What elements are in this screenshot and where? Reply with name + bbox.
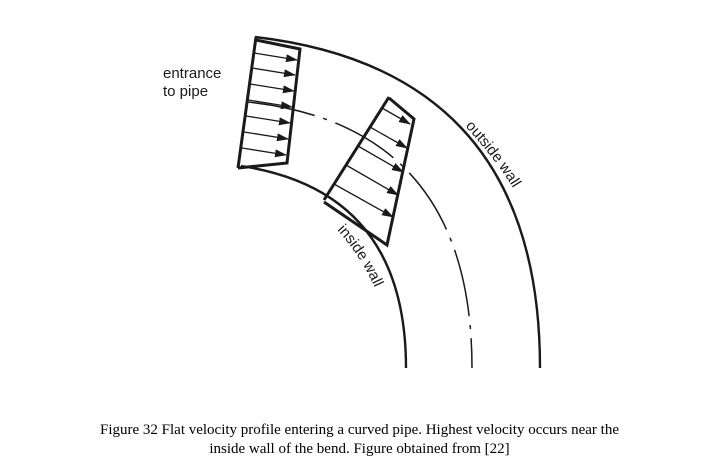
caption-line-2: inside wall of the bend. Figure obtained… xyxy=(209,441,510,457)
bend-velocity-arrow xyxy=(345,164,399,196)
entrance-label-line1: entrance xyxy=(163,65,221,82)
bend-profile-line xyxy=(323,96,416,248)
entrance-velocity-arrow xyxy=(245,115,291,126)
bend-velocity-arrow xyxy=(333,183,394,218)
figure-caption: Figure 32 Flat velocity profile entering… xyxy=(0,421,719,459)
outside-wall-label: outside wall xyxy=(462,117,524,190)
entrance-arrows xyxy=(241,52,298,158)
curved-pipe-diagram: entrance to pipe outside wall inside wal… xyxy=(163,35,542,369)
entrance-section-line xyxy=(236,36,258,169)
bend-section-line xyxy=(322,96,391,201)
entrance-velocity-arrow xyxy=(247,99,293,110)
outside-wall-line xyxy=(254,35,542,369)
bend-velocity-arrow xyxy=(381,107,411,125)
bend-velocity-arrow xyxy=(369,126,408,149)
outside-wall-label-path: outside wall xyxy=(462,117,524,190)
bend-velocity-arrow xyxy=(357,145,404,173)
entrance-label-line2: to pipe xyxy=(163,83,208,100)
entrance-velocity-arrow xyxy=(243,131,289,142)
centre-line xyxy=(247,101,473,369)
entrance-velocity-arrow xyxy=(241,147,287,158)
entrance-velocity-arrow xyxy=(251,67,296,78)
inside-wall-label: inside wall xyxy=(334,221,387,289)
caption-line-1: Figure 32 Flat velocity profile entering… xyxy=(99,422,619,438)
entrance-velocity-arrow xyxy=(253,52,298,63)
inside-wall-line xyxy=(240,164,408,369)
entrance-profile-line xyxy=(237,38,302,170)
bend-arrows xyxy=(333,107,411,218)
entrance-velocity-arrow xyxy=(249,83,295,94)
inside-wall-label-path: inside wall xyxy=(334,221,387,289)
